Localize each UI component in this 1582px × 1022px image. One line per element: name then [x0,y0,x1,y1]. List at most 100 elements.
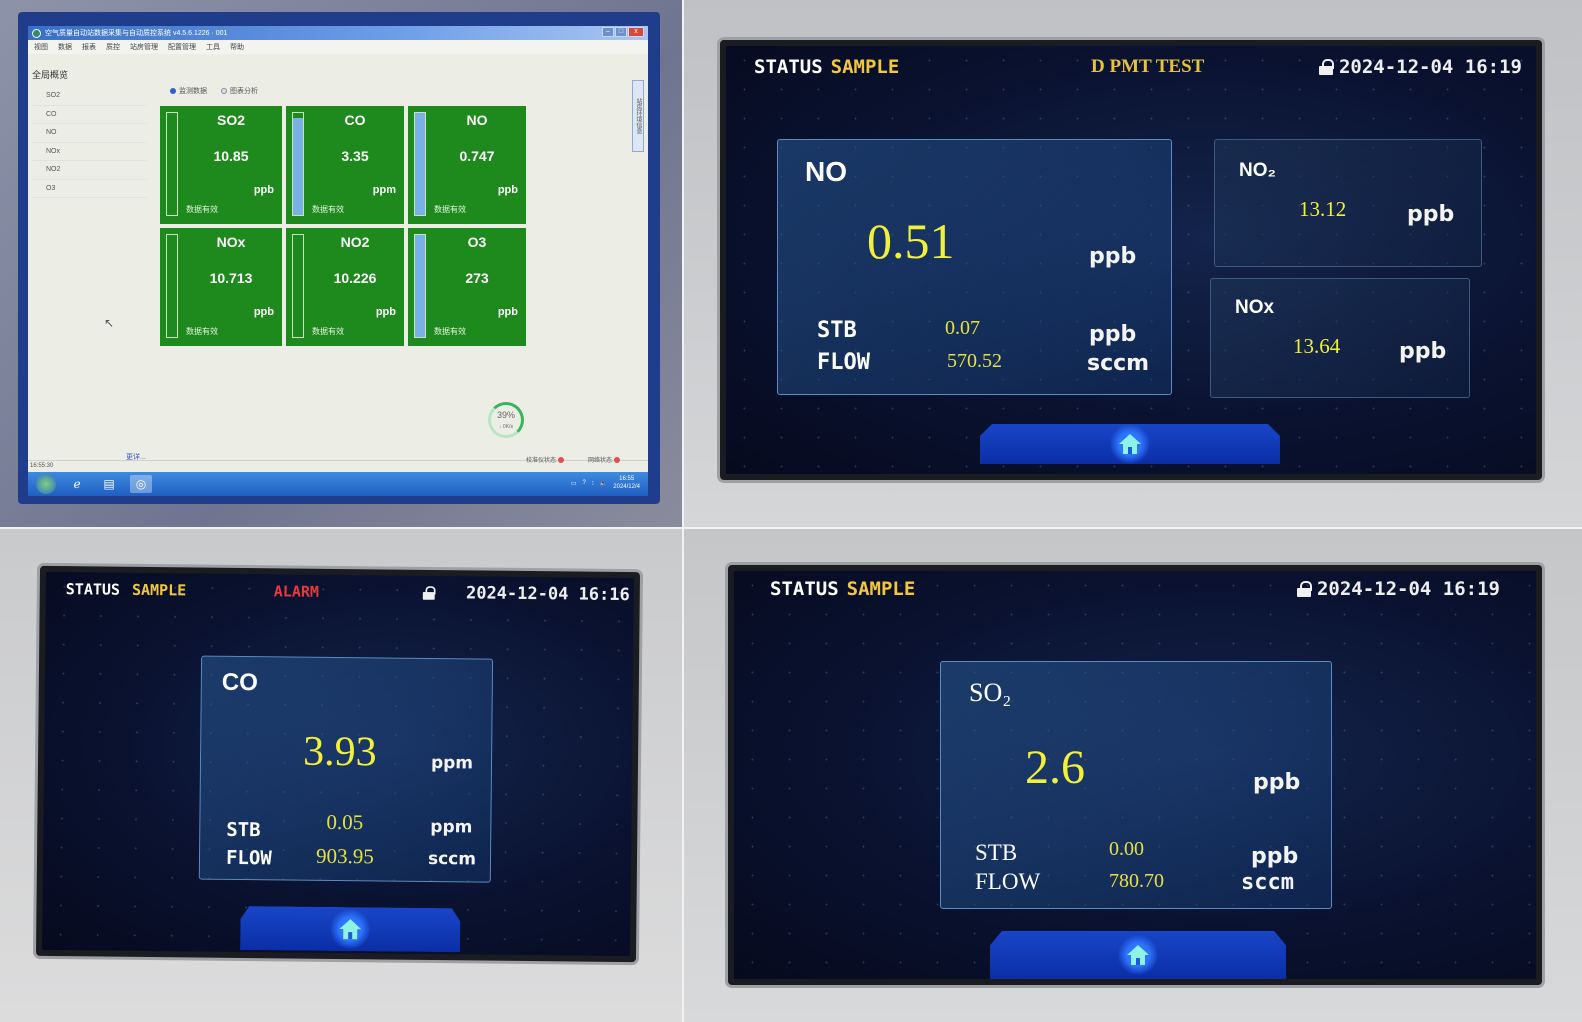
sidebar-item-so2[interactable]: SO2 [32,87,147,106]
gas-value: 13.64 [1293,334,1341,358]
home-button[interactable] [1118,935,1158,975]
home-button[interactable] [1110,424,1150,464]
calibrator-status-label: 校准仪状态 [526,458,557,464]
monitor-bezel: 空气质量自动站数据采集与自动质控系统 v4.5.6.1226 · 001 – □… [18,12,660,504]
tile-nox[interactable]: NOx 10.713 ppb 数据有效 [160,228,282,346]
sidebar-item-co[interactable]: CO [32,106,147,124]
tile-unit: ppb [497,306,518,318]
gas-value: 13.12 [1299,197,1347,221]
bottom-nav-bar [980,424,1280,464]
sidebar-item-no[interactable]: NO [32,124,147,143]
gas-unit: ppb [1407,202,1455,227]
tile-so2[interactable]: SO2 10.85 ppb 数据有效 [160,106,282,224]
menu-bar: 视图 数据 报表 质控 站房管理 配置管理 工具 帮助 [28,40,648,54]
start-button[interactable] [36,474,56,494]
status-label: STATUS [65,580,121,599]
network-status-label: 网络状态 [588,458,613,464]
calibrator-status: 校准仪状态 [526,455,565,464]
tile-unit: ppm [372,184,396,196]
menu-qc[interactable]: 质控 [106,44,120,51]
tile-unit: ppb [497,184,518,196]
tray-icon[interactable]: ▭ [570,480,577,487]
sidebar-item-o3[interactable]: O3 [32,180,147,198]
flow-label: FLOW [817,350,870,375]
menu-config[interactable]: 配置管理 [168,44,196,51]
lock-icon[interactable] [423,586,435,600]
gas-value: 0.51 [867,213,955,269]
analyzer-screen: STATUS SAMPLE 2024-12-04 16:19 SO₂ 2.6 p… [734,571,1536,979]
bottom-nav-bar [240,906,460,952]
system-tray: ▭ ? ⁝ 🔈 16:55 2024/12/4 [571,475,640,491]
help-tray-icon[interactable]: ? [582,480,586,486]
gas-name: NOx [1235,297,1275,318]
gas-name: SO₂ [969,678,1012,707]
volume-tray-icon[interactable]: 🔈 [599,480,608,487]
network-speed-gauge: 39% ↓ 0K/s [488,402,524,438]
minimize-button[interactable]: – [602,27,614,37]
network-tray-icon[interactable]: ⁝ [591,480,594,487]
gas-unit: ppm [430,752,474,774]
gas-name: CO [221,668,258,697]
sidebar: 全局概览 SO2 CO NO NOx NO2 O3 [32,68,147,438]
more-link[interactable]: 更详... [126,454,146,461]
sidebar-title[interactable]: 全局概览 [32,70,69,80]
tile-value: 10.85 [213,148,249,164]
stb-value: 0.07 [945,317,980,339]
tile-value: 0.747 [459,148,495,164]
tile-value: 10.713 [209,270,253,286]
tile-co[interactable]: CO 3.35 ppm 数据有效 [286,106,404,224]
status-bar: 16:55:30 校准仪状态 网络状态 [28,457,648,472]
gauge-percent: 39% [496,410,515,420]
sidebar-item-no2[interactable]: NO2 [32,161,147,180]
tile-o3[interactable]: O3 273 ppb 数据有效 [408,228,526,346]
home-icon [1119,434,1141,454]
flow-label: FLOW [225,846,272,870]
tile-no2[interactable]: NO2 10.226 ppb 数据有效 [286,228,404,346]
tile-no[interactable]: NO 0.747 ppb 数据有效 [408,106,526,224]
photo-so2-analyzer: STATUS SAMPLE 2024-12-04 16:19 SO₂ 2.6 p… [684,529,1582,1022]
radio-label: 图表分析 [230,88,258,95]
menu-help[interactable]: 帮助 [230,44,244,51]
maximize-button[interactable]: □ [615,27,627,37]
tile-unit: ppb [253,184,274,196]
menu-view[interactable]: 视图 [34,44,48,51]
flow-label: FLOW [975,869,1041,894]
flow-value: 570.52 [947,350,1002,372]
menu-data[interactable]: 数据 [58,44,72,51]
station-env-tab[interactable]: 站房环境信息 [632,80,644,152]
file-explorer-icon[interactable]: ▤ [103,477,115,491]
tile-value: 10.226 [333,270,377,286]
radio-monitor-data[interactable]: 监测数据 [170,86,207,96]
status-dot-icon [558,457,565,464]
lock-icon[interactable] [1296,581,1312,597]
sidebar-item-nox[interactable]: NOx [32,143,147,161]
tile-status: 数据有效 [312,327,344,336]
network-status: 网络状态 [588,455,621,464]
stb-unit: ppb [1251,844,1299,869]
window-title: 空气质量自动站数据采集与自动质控系统 v4.5.6.1226 · 001 [45,30,228,37]
radio-unselected-icon [221,88,227,95]
radio-chart-analysis[interactable]: 图表分析 [221,86,258,96]
status-header: STATUS SAMPLE ALARM 2024-12-04 16:16 [46,572,634,612]
pollutant-tile-grid: SO2 10.85 ppb 数据有效 CO 3.35 ppm 数据有效 NO 0… [160,106,528,346]
gas-unit: ppb [1253,770,1301,795]
app-icon [32,28,41,38]
status-label: STATUS [770,578,839,600]
level-bar [166,112,178,216]
close-button[interactable]: x [628,27,644,37]
home-button[interactable] [330,909,370,949]
tile-status: 数据有效 [434,327,466,336]
tile-name: CO [344,112,366,128]
menu-tools[interactable]: 工具 [206,44,220,51]
menu-station[interactable]: 站房管理 [130,44,158,51]
analyzer-screen: STATUS SAMPLE D PMT TEST 2024-12-04 16:1… [726,46,1536,474]
gas-value: 3.93 [302,728,377,776]
tray-clock[interactable]: 16:55 2024/12/4 [613,475,640,491]
status-message: D PMT TEST [1091,56,1205,77]
ie-browser-icon[interactable]: ℯ [73,477,81,491]
menu-report[interactable]: 报表 [82,44,96,51]
monitor-app-taskbar-icon[interactable]: ◎ [130,475,152,493]
tray-time: 16:55 [619,476,635,482]
lock-icon[interactable] [1318,59,1334,75]
view-mode-radios: 监测数据 图表分析 [170,86,258,96]
